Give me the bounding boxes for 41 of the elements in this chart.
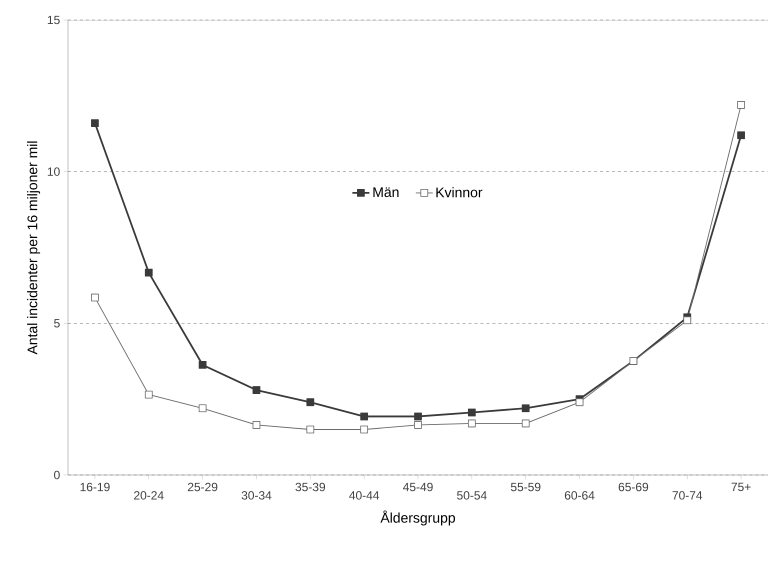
x-tick-label: 30-34 bbox=[242, 491, 272, 500]
x-axis-title: Åldersgrupp bbox=[380, 510, 456, 526]
point bbox=[198, 404, 207, 412]
point bbox=[360, 412, 368, 420]
x-tick-label: 45-49 bbox=[402, 482, 433, 492]
x-tick-label: 75+ bbox=[732, 482, 751, 492]
y-tick-label: 5 bbox=[54, 319, 60, 328]
point bbox=[468, 408, 476, 416]
point bbox=[252, 386, 260, 394]
legend-label: Kvinnor bbox=[436, 187, 482, 198]
point bbox=[468, 420, 476, 428]
legend-label: Män bbox=[373, 187, 399, 198]
point bbox=[144, 268, 153, 277]
point bbox=[683, 316, 692, 324]
x-tick-label: 70-74 bbox=[672, 491, 702, 500]
point bbox=[198, 361, 207, 369]
x-tick-label: 55-59 bbox=[510, 482, 540, 492]
point bbox=[360, 426, 368, 434]
point bbox=[576, 398, 584, 406]
y-axis-title: Antal incidenter per 16 miljoner mil bbox=[27, 141, 40, 354]
y-tick-label: 0 bbox=[54, 470, 60, 480]
point bbox=[522, 404, 530, 412]
x-tick-label: 20-24 bbox=[134, 491, 164, 500]
y-tick-label: 10 bbox=[48, 167, 60, 176]
x-tick-label: 16-19 bbox=[80, 482, 110, 492]
point bbox=[414, 412, 422, 420]
point bbox=[144, 390, 153, 398]
point bbox=[306, 426, 314, 434]
x-tick-label: 25-29 bbox=[188, 482, 218, 492]
point bbox=[737, 131, 745, 140]
point bbox=[91, 119, 99, 128]
point bbox=[252, 421, 260, 429]
x-tick-label: 60-64 bbox=[564, 491, 594, 500]
x-tick-label: 50-54 bbox=[457, 491, 487, 500]
x-tick-label: 65-69 bbox=[618, 482, 648, 492]
x-tick-label: 40-44 bbox=[349, 491, 380, 500]
point bbox=[522, 420, 530, 428]
y-tick-label: 15 bbox=[48, 16, 60, 24]
x-tick-label: 35-39 bbox=[295, 482, 326, 492]
point bbox=[306, 398, 314, 406]
point bbox=[414, 421, 422, 429]
